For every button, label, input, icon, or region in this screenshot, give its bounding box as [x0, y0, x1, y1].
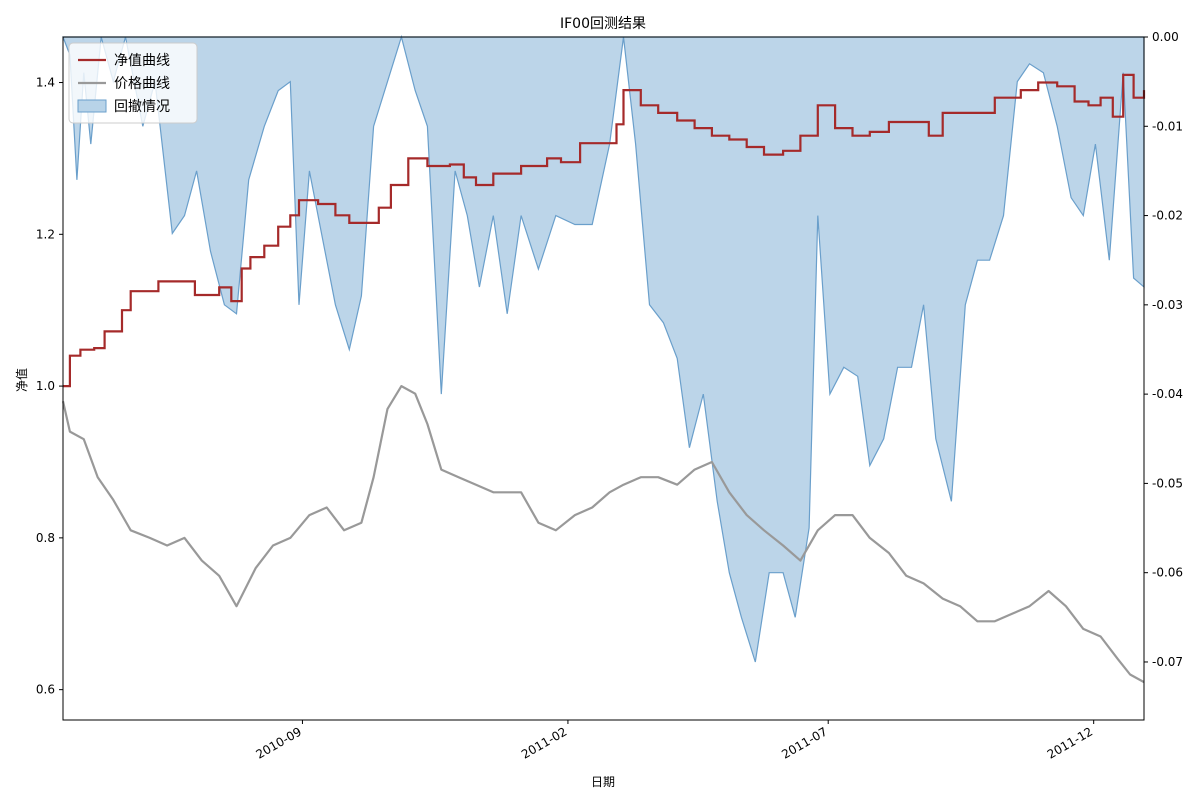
y-right-tick-label: -0.02 — [1152, 209, 1183, 223]
nav-line — [63, 73, 1146, 388]
y-right-tick-label: 0.00 — [1152, 30, 1179, 44]
nav-line-layer — [63, 73, 1146, 388]
y-right-tick-label: -0.04 — [1152, 387, 1183, 401]
y-left-tick-label: 1.2 — [36, 227, 55, 241]
y-left-tick-label: 0.6 — [36, 683, 55, 697]
price-line-layer — [61, 385, 1145, 684]
drawdown-area — [62, 34, 1145, 663]
y-right-tick-label: -0.07 — [1152, 655, 1183, 669]
drawdown-layer — [62, 34, 1145, 663]
x-tick-label: 2010-09 — [254, 724, 304, 761]
price-line — [61, 385, 1145, 684]
x-axis-title: 日期 — [591, 775, 615, 789]
x-tick-label: 2011-07 — [779, 724, 829, 761]
y-right-tick-label: -0.06 — [1152, 566, 1183, 580]
y-left-tick-label: 1.4 — [36, 76, 55, 90]
x-tick-label: 2011-12 — [1045, 724, 1095, 761]
legend-label: 回撤情况 — [114, 99, 170, 115]
x-tick-label: 2011-02 — [519, 724, 569, 761]
legend-label: 价格曲线 — [114, 76, 170, 92]
y-left-tick-label: 1.0 — [36, 379, 55, 393]
y-right-tick-label: -0.05 — [1152, 476, 1183, 490]
y-left-tick-label: 0.8 — [36, 531, 55, 545]
chart-title: IF00回测结果 — [560, 16, 646, 32]
y-axis-title-left: 净值 — [14, 368, 29, 392]
plot-frame — [62, 36, 1145, 721]
legend-swatch — [77, 99, 107, 113]
y-right-tick-label: -0.01 — [1152, 119, 1183, 133]
legend-label: 净值曲线 — [114, 53, 170, 69]
y-right-tick-label: -0.03 — [1152, 298, 1183, 312]
